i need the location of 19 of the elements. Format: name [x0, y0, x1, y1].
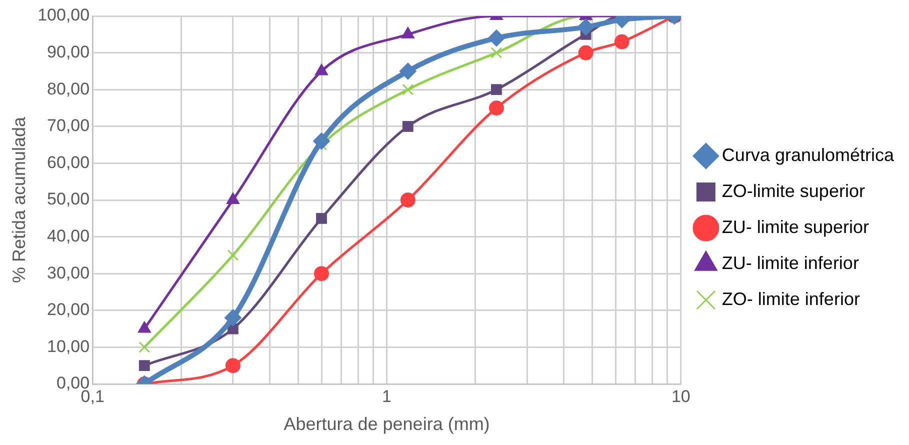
legend-label: Curva granulométrica: [722, 144, 895, 165]
y-tick-label: 30,00: [47, 263, 90, 282]
x-tick-label: 10: [671, 386, 690, 406]
x-tick-label: 1: [382, 386, 392, 406]
legend-label: ZO-limite superior: [722, 180, 865, 201]
y-tick-label: 80,00: [47, 79, 90, 98]
legend-label: ZU- limite superior: [722, 216, 869, 237]
y-tick-label: 60,00: [47, 152, 90, 172]
y-axis-title: % Retida acumulada: [8, 116, 29, 284]
y-tick-label: 10,00: [47, 336, 90, 356]
y-tick-label: 70,00: [47, 116, 90, 136]
y-tick-label: 50,00: [47, 190, 90, 209]
y-tick-label: 20,00: [47, 300, 90, 320]
y-tick-label: 40,00: [47, 226, 90, 246]
y-tick-label: 90,00: [47, 42, 90, 62]
x-axis-title: Abertura de peneira (mm): [284, 414, 490, 434]
legend-label: ZO- limite inferior: [722, 288, 860, 309]
y-tick-label: 100,00: [38, 6, 90, 25]
legend-label: ZU- limite inferior: [722, 252, 859, 273]
